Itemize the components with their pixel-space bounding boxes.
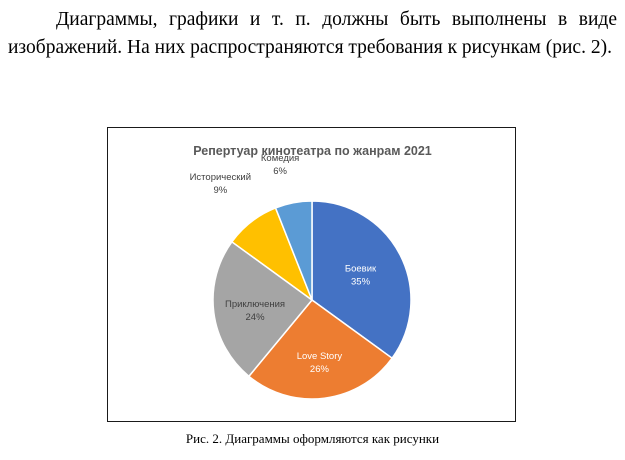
pie-slice [247,298,394,400]
slice-percent-label: 9% [213,185,227,196]
figure-caption: Рис. 2. Диаграммы оформляются как рисунк… [185,431,440,446]
body-paragraph: Диаграммы, графики и т. п. должны быть в… [8,9,617,58]
slice-category-label: Love Story [297,351,343,362]
chart-frame: Репертуар кинотеатра по жанрам 2021 Боев… [107,127,516,422]
slice-percent-label: 26% [310,364,330,375]
pie-slice [274,200,313,301]
slice-category-label: Комедия [261,153,299,164]
slice-category-label: Боевик [345,263,377,274]
slice-category-label: Исторический [190,172,251,183]
pie-slice [311,200,412,360]
pie-labels: Боевик 35% Love Story 26% Приключения 24% Исто… [190,153,377,375]
pie-slices [212,200,412,400]
pie-slice [212,240,314,378]
slice-percent-label: 35% [351,276,371,287]
pie-chart: Репертуар кинотеатра по жанрам 2021 Боев… [190,144,432,400]
slice-percent-label: 24% [246,312,266,323]
slice-percent-label: 6% [273,166,287,177]
slice-category-label: Приключения [225,299,285,310]
chart-title: Репертуар кинотеатра по жанрам 2021 [193,144,432,158]
